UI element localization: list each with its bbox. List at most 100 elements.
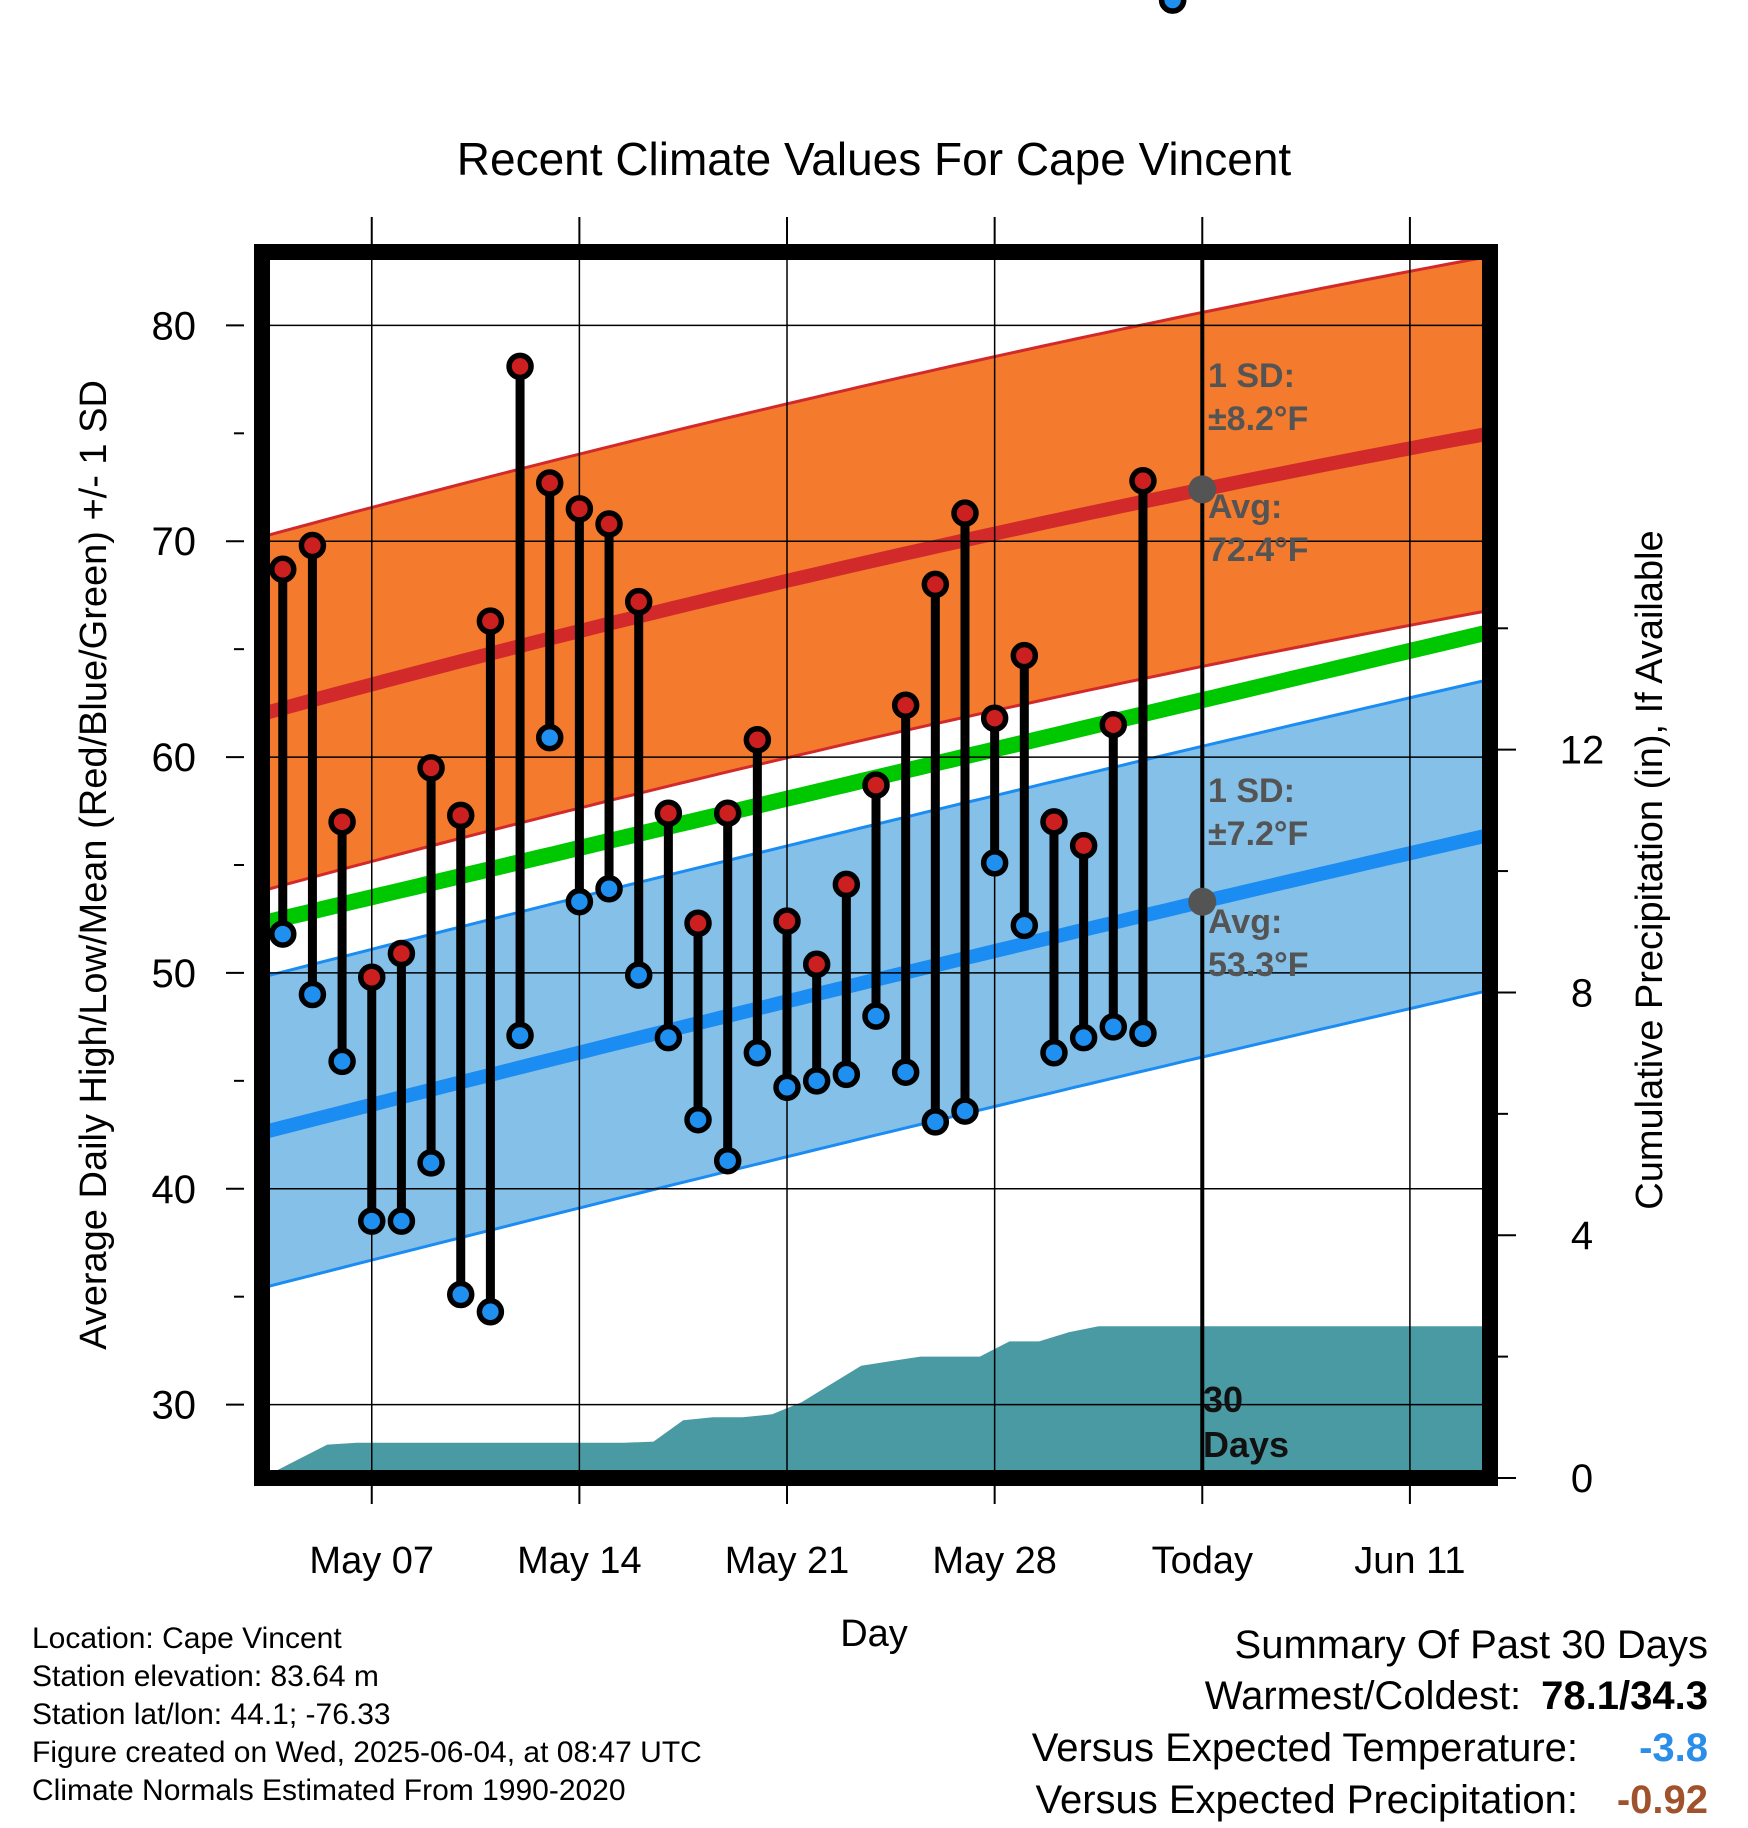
low-temp-point	[446, 1280, 475, 1309]
low-temp-point	[624, 961, 653, 989]
y-tick-label: 50	[152, 952, 197, 996]
summary-precip-row: Versus Expected Precipitation: -0.92	[1032, 1774, 1708, 1826]
x-tick-label: Jun 11	[1354, 1540, 1465, 1582]
high-temp-point	[684, 909, 712, 938]
low-temp-point	[1010, 911, 1039, 940]
today-normal-low-marker	[1188, 887, 1217, 916]
y2-tick-label: 8	[1571, 971, 1593, 1015]
low-annotation: 1 SD: ±7.2°F Avg: 53.3°F	[1208, 772, 1309, 984]
high-temp-point	[713, 799, 742, 827]
low-temp-point	[1158, 0, 1187, 14]
today-layer	[1188, 252, 1217, 1478]
low-avg-value: 53.3°F	[1208, 946, 1309, 984]
today-normal-high-marker	[1188, 475, 1217, 504]
x-tick-label: May 14	[517, 1540, 642, 1582]
high-temp-point	[891, 691, 920, 720]
high-temp-point	[1010, 641, 1039, 670]
high-low-stems	[269, 0, 1187, 1326]
high-temp-point	[624, 587, 653, 616]
summary-temp-label: Versus Expected Temperature:	[1031, 1726, 1578, 1770]
station-info: Location: Cape Vincent Station elevation…	[32, 1620, 702, 1810]
summary-panel: Summary Of Past 30 Days Warmest/Coldest:…	[1032, 1620, 1708, 1826]
high-temp-point	[862, 771, 890, 799]
high-avg-value: 72.4°F	[1208, 531, 1309, 569]
low-temp-point	[684, 1105, 712, 1134]
y2-tick-label: 12	[1560, 729, 1605, 773]
info-normals: Climate Normals Estimated From 1990-2020	[32, 1774, 626, 1807]
high-band-lower-edge	[262, 608, 1490, 893]
low-temp-point	[743, 1039, 772, 1067]
summary-warmest-label: Warmest/Coldest:	[1204, 1674, 1522, 1718]
y-tick-label: 30	[152, 1384, 197, 1428]
normal-high-line	[262, 426, 1490, 721]
low-temp-point	[1129, 1019, 1157, 1048]
low-temp-point	[476, 1298, 505, 1326]
low-temp-point	[891, 1058, 920, 1086]
x-tick-label: Today	[1152, 1540, 1253, 1582]
x-tick-label: May 07	[309, 1540, 434, 1582]
high-temp-point	[506, 352, 534, 381]
summary-temp-value: -3.8	[1639, 1726, 1708, 1770]
summary-title: Summary Of Past 30 Days	[1234, 1623, 1708, 1667]
summary-warmest-row: Warmest/Coldest: 78.1/34.3	[1032, 1670, 1708, 1722]
low-temp-point	[832, 1060, 861, 1089]
high-temp-point	[1040, 808, 1068, 836]
low-temp-point	[654, 1023, 683, 1052]
low-avg-label: Avg:	[1208, 903, 1282, 941]
low-temp-point	[1040, 1039, 1068, 1067]
low-temp-point	[980, 849, 1009, 877]
high-band-upper-edge	[262, 254, 1490, 539]
high-temp-point	[298, 531, 327, 560]
info-elevation: Station elevation: 83.64 m	[32, 1660, 379, 1693]
high-temp-point	[387, 939, 416, 968]
high-sd-value: ±8.2°F	[1208, 400, 1308, 438]
low-temp-point	[802, 1067, 831, 1095]
low-temp-point	[862, 1002, 890, 1030]
high-temp-point	[269, 555, 297, 584]
low-temp-point	[1069, 1023, 1098, 1052]
high-temp-point	[832, 870, 861, 899]
summary-precip-value: -0.92	[1616, 1778, 1708, 1822]
low-temp-point	[357, 1207, 386, 1235]
low-temp-point	[951, 1097, 979, 1125]
low-temp-point	[535, 723, 564, 752]
low-temp-point	[506, 1021, 534, 1050]
info-created: Figure created on Wed, 2025-06-04, at 08…	[32, 1736, 702, 1769]
low-temp-point	[921, 1108, 950, 1136]
info-latlon: Station lat/lon: 44.1; -76.33	[32, 1698, 391, 1731]
high-temp-point	[773, 907, 801, 935]
high-sd-label: 1 SD:	[1208, 357, 1295, 395]
y-tick-label: 40	[152, 1168, 197, 1212]
x-tick-label: May 21	[725, 1540, 850, 1582]
high-temp-point	[1069, 831, 1098, 860]
high-temp-point	[1099, 710, 1128, 739]
low-temp-point	[417, 1149, 445, 1177]
precipitation-area	[262, 1326, 1490, 1478]
high-temp-point	[565, 495, 594, 523]
high-temp-point	[743, 726, 772, 754]
low-temp-point	[565, 887, 594, 916]
high-temp-point	[446, 801, 475, 830]
high-temp-point	[357, 963, 386, 991]
high-temp-point	[595, 510, 623, 538]
high-sd-band	[262, 256, 1490, 891]
low-temp-point	[387, 1207, 416, 1235]
precipitation-fill	[262, 1326, 1490, 1478]
summary-warmest-value: 78.1/34.3	[1541, 1674, 1708, 1718]
low-temp-point	[1099, 1013, 1128, 1041]
window-unit: Days	[1203, 1424, 1289, 1465]
y2-tick-label: 4	[1571, 1214, 1593, 1258]
y-tick-label: 70	[152, 520, 197, 564]
y-tick-label: 80	[152, 304, 197, 348]
window-annotation: 30 Days	[1203, 1379, 1289, 1465]
y2-tick-label: 0	[1571, 1457, 1593, 1501]
y-axis-label: Average Daily High/Low/Mean (Red/Blue/Gr…	[73, 380, 115, 1350]
low-sd-label: 1 SD:	[1208, 772, 1295, 810]
low-temp-point	[595, 874, 623, 903]
high-avg-label: Avg:	[1208, 488, 1282, 526]
high-temp-point	[535, 469, 564, 497]
high-temp-point	[1129, 467, 1157, 495]
low-temp-point	[269, 920, 297, 948]
low-temp-point	[298, 980, 327, 1009]
